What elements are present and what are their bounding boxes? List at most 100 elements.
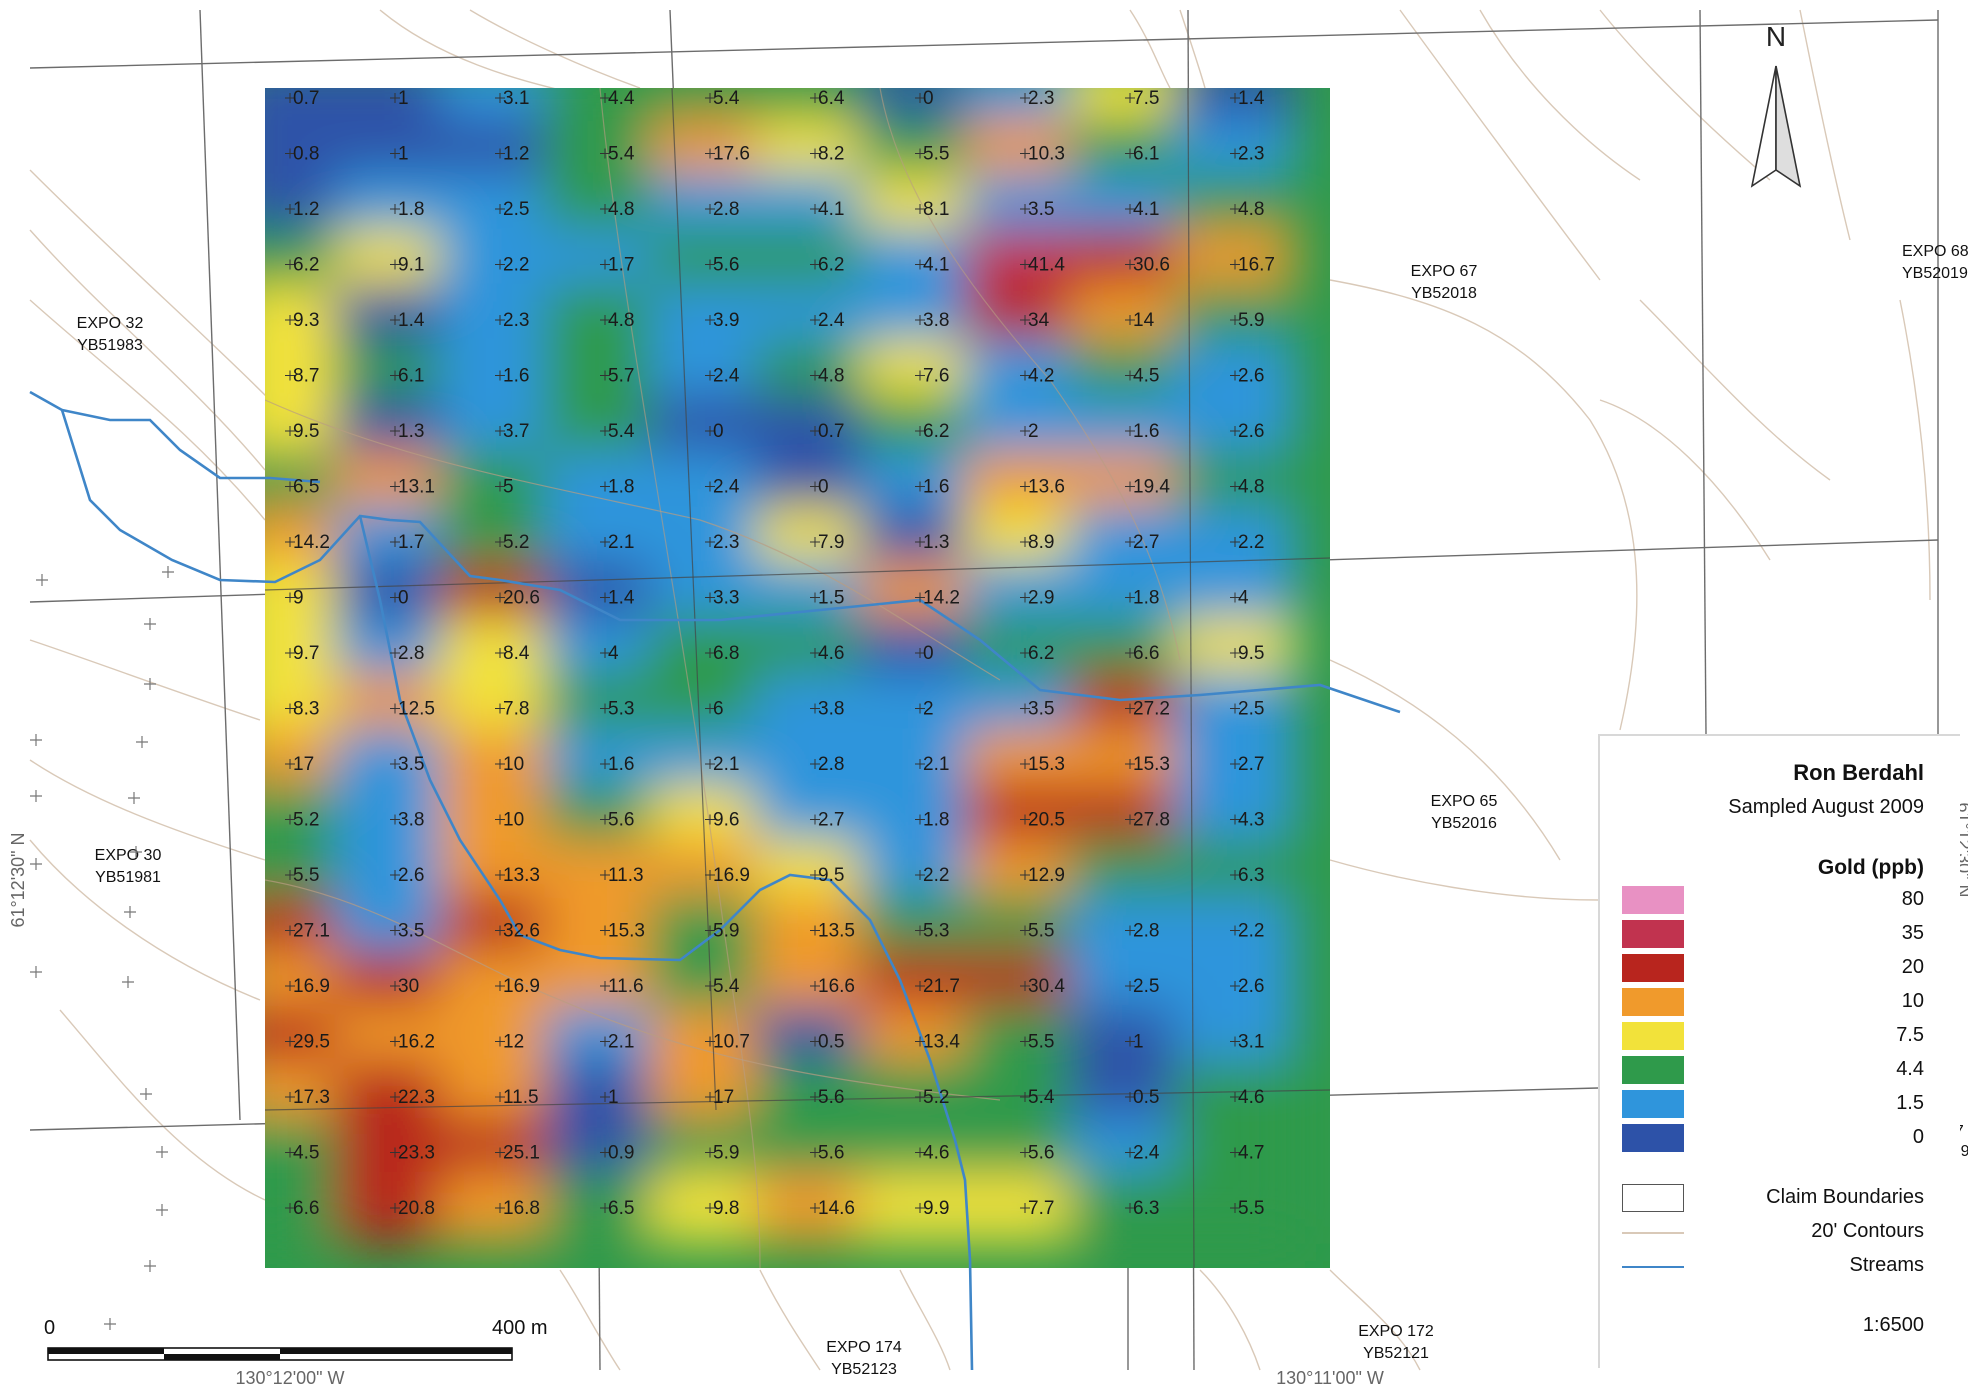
sample-value: 1.8 [1133, 588, 1159, 609]
sample-value: 1.6 [503, 366, 529, 387]
legend-class: 80 [1622, 886, 1924, 916]
sample-value: 4.6 [818, 643, 844, 664]
sample-point: 2.8 [810, 754, 844, 775]
sample-point: 2.4 [1125, 1143, 1160, 1164]
sample-value: 1.7 [608, 255, 634, 276]
sample-value: 4.8 [1238, 199, 1264, 220]
sample-value: 11.5 [503, 1087, 539, 1108]
sample-point: 8.1 [915, 199, 949, 220]
sample-value: 6.6 [1133, 643, 1159, 664]
sample-point: 5.7 [600, 366, 634, 387]
sample-point: 2.3 [1230, 144, 1264, 165]
sample-value: 15.3 [1133, 754, 1170, 775]
sample-value: 0 [713, 421, 724, 442]
sample-point: 12.9 [1020, 865, 1065, 886]
sample-value: 5.7 [608, 366, 634, 387]
claim-label-expo-174: EXPO 174 YB52123 [826, 1339, 902, 1378]
sample-value: 2.4 [818, 310, 845, 331]
sample-point: 6.3 [1230, 865, 1264, 886]
sample-point: 11.5 [495, 1087, 539, 1108]
sample-value: 1.4 [1238, 88, 1265, 109]
sample-point: 3.1 [1230, 1032, 1264, 1053]
sample-point: 0.5 [810, 1032, 844, 1053]
sample-value: 2.5 [503, 199, 529, 220]
sample-value: 1 [398, 144, 409, 165]
sample-value: 19.4 [1133, 477, 1170, 498]
sample-point: 6 [705, 699, 724, 720]
sample-point: 5.5 [285, 865, 319, 886]
sample-point: 2.2 [1230, 532, 1264, 553]
claim-label-expo-68: EXPO 68 YB52019 [1902, 243, 1968, 282]
sample-value: 1.3 [923, 532, 949, 553]
sample-point: 6.2 [915, 421, 949, 442]
sample-value: 2.6 [1238, 976, 1264, 997]
sample-value: 7.5 [1133, 88, 1159, 109]
sample-point: 8.9 [1020, 532, 1054, 553]
sample-point: 4.6 [915, 1143, 949, 1164]
sample-value: 2.4 [1133, 1143, 1160, 1164]
sample-point: 17.3 [285, 1087, 330, 1108]
sample-value: 4.3 [1238, 810, 1264, 831]
legend-class-label: 1.5 [1896, 1092, 1924, 1114]
sample-point: 4.8 [1230, 199, 1264, 220]
claim-id: YB52019 [1902, 265, 1968, 282]
sample-value: 13.4 [923, 1032, 960, 1053]
sample-value: 2.2 [923, 865, 949, 886]
coord-lon-right: 130°11'00" W [1276, 1368, 1384, 1388]
sample-point: 6.2 [285, 255, 319, 276]
legend: Ron Berdahl Sampled August 2009 Gold (pp… [1598, 734, 1960, 1368]
sample-value: 2.2 [503, 255, 529, 276]
sample-value: 15.3 [608, 921, 645, 942]
sample-value: 32.6 [503, 921, 540, 942]
sample-point: 7.9 [810, 532, 844, 553]
sample-value: 10.7 [713, 1032, 750, 1053]
sample-point: 10 [495, 754, 524, 775]
north-arrow: N [1750, 21, 1802, 188]
legend-sampled: Sampled August 2009 [1728, 796, 1924, 818]
sample-value: 8.3 [293, 699, 319, 720]
sample-value: 2.5 [1238, 699, 1264, 720]
sample-value: 4.7 [1238, 1143, 1264, 1164]
sample-point: 6.5 [285, 477, 319, 498]
sample-point: 6.1 [390, 366, 424, 387]
sample-value: 17 [293, 754, 314, 775]
grid-cross-icon [30, 966, 42, 978]
sample-value: 5.4 [713, 88, 740, 109]
claim-name: EXPO 67 [1411, 263, 1478, 280]
sample-point: 9.5 [285, 421, 319, 442]
sample-point: 21.7 [915, 976, 960, 997]
sample-point: 17.6 [705, 144, 750, 165]
claim-name: EXPO 68 [1902, 243, 1968, 260]
sample-value: 6 [713, 699, 724, 720]
sample-point: 1.4 [1230, 88, 1265, 109]
sample-point: 0.9 [600, 1143, 634, 1164]
sample-value: 16.7 [1238, 255, 1275, 276]
sample-value: 3.5 [398, 754, 424, 775]
sample-point: 5.5 [1020, 921, 1054, 942]
sample-value: 0.5 [1133, 1087, 1159, 1108]
sample-point: 0 [915, 643, 934, 664]
sample-point: 3.8 [915, 310, 949, 331]
sample-point: 15.3 [600, 921, 645, 942]
gold-heatmap [265, 88, 1330, 1268]
sample-value: 2.9 [1028, 588, 1054, 609]
legend-class: 35 [1622, 920, 1924, 950]
grid-cross-icon [156, 1204, 168, 1216]
sample-value: 7.6 [923, 366, 949, 387]
sample-value: 1.6 [1133, 421, 1159, 442]
sample-value: 4.1 [923, 255, 949, 276]
sample-point: 2.6 [390, 865, 424, 886]
sample-value: 41.4 [1028, 255, 1065, 276]
sample-value: 5.6 [818, 1087, 844, 1108]
sample-value: 9.1 [398, 255, 424, 276]
sample-value: 17.3 [293, 1087, 330, 1108]
sample-point: 9.7 [285, 643, 319, 664]
sample-point: 1.8 [390, 199, 424, 220]
sample-point: 2.5 [495, 199, 529, 220]
sample-value: 10 [503, 754, 524, 775]
legend-label: 20' Contours [1811, 1220, 1924, 1242]
sample-value: 4.8 [1238, 477, 1264, 498]
sample-value: 9.5 [1238, 643, 1264, 664]
sample-value: 3.8 [398, 810, 424, 831]
sample-value: 9.6 [713, 810, 739, 831]
